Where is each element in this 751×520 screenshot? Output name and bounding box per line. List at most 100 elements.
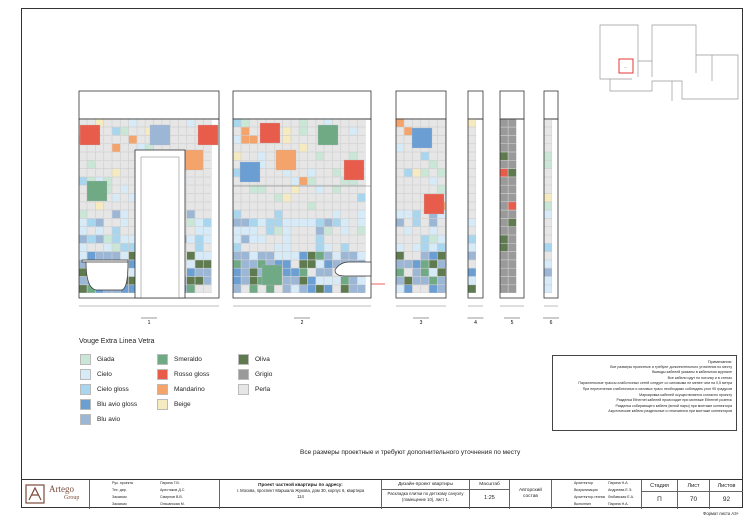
tile (195, 251, 204, 260)
tile (112, 127, 121, 136)
tile (78, 251, 88, 260)
tile (315, 276, 325, 285)
legend-item: Giada (80, 354, 114, 365)
tile (315, 193, 325, 202)
tile (332, 193, 341, 202)
tile (508, 135, 517, 144)
tile (103, 143, 112, 152)
tile (290, 259, 300, 269)
tile (340, 218, 349, 227)
tile (178, 135, 187, 144)
legend-label: Blu avio gloss (97, 401, 138, 408)
tile (266, 185, 275, 194)
tile (404, 251, 413, 260)
sheet-cell: Лист 70 (678, 480, 710, 509)
tile (412, 251, 421, 260)
tile (266, 160, 275, 169)
author-role: Выполнил (574, 502, 592, 506)
tile (340, 235, 349, 244)
wall-niche (334, 261, 372, 277)
tile (437, 276, 446, 285)
tile (324, 235, 333, 244)
accent-tile (86, 180, 108, 202)
tile (499, 176, 509, 186)
tile (95, 251, 104, 260)
tile (274, 176, 283, 186)
tile (95, 226, 104, 235)
tile (249, 251, 258, 260)
tile (299, 193, 308, 202)
tile (467, 201, 477, 211)
tile (543, 235, 553, 244)
tile (508, 243, 517, 252)
tile (395, 201, 405, 211)
author-role: Архитектор (574, 481, 593, 485)
tile (299, 268, 308, 277)
accent-tile (259, 122, 281, 144)
tile (395, 118, 405, 128)
tile (508, 185, 517, 194)
tile (508, 268, 517, 277)
tile (315, 210, 325, 219)
tile (324, 243, 333, 252)
tile (395, 135, 405, 144)
tile (195, 259, 204, 269)
tile (420, 268, 429, 277)
tile (203, 168, 212, 177)
tile (128, 135, 137, 144)
elevation-ceiling-band (499, 90, 525, 120)
tile (120, 160, 129, 169)
tile (299, 201, 308, 211)
tile (332, 243, 341, 252)
project-address: г. Москва, проспект Маршала Жукова, дом … (236, 488, 365, 499)
tile (340, 251, 349, 260)
tile (508, 210, 517, 219)
tile (249, 118, 258, 128)
author-name: Любавская Е.А. (608, 495, 635, 499)
tile (266, 235, 275, 244)
tile (241, 226, 250, 235)
tile (340, 143, 349, 152)
tile (78, 235, 88, 244)
tile (186, 268, 195, 277)
tile (186, 235, 195, 244)
tile (112, 185, 121, 194)
tile (340, 127, 349, 136)
tile (257, 185, 266, 194)
tile (232, 143, 242, 152)
tile (420, 276, 429, 285)
tile (404, 152, 413, 161)
tile (324, 251, 333, 260)
tile (78, 218, 88, 227)
accent-tile (343, 159, 365, 181)
tile (429, 218, 438, 227)
tile (299, 152, 308, 161)
legend-label: Smeraldo (174, 356, 202, 363)
tile (249, 185, 258, 194)
tile (508, 168, 517, 177)
role-name: Смирнов В.В. (160, 495, 183, 499)
elevation-number: 1 (148, 320, 151, 326)
tile (257, 193, 266, 202)
tile (412, 210, 421, 219)
elevation-wall-outline (395, 118, 447, 299)
tile (241, 185, 250, 194)
stage-value: П (657, 496, 662, 503)
tile (437, 176, 446, 186)
tile (299, 135, 308, 144)
legend-item: Blu avio gloss (80, 399, 137, 410)
tile (307, 127, 316, 136)
tile (95, 243, 104, 252)
tile (307, 193, 316, 202)
tile (420, 251, 429, 260)
tile (241, 235, 250, 244)
tile (203, 160, 212, 169)
svg-text:→: → (623, 64, 627, 69)
tile (249, 259, 258, 269)
tile (499, 118, 509, 128)
tile (78, 193, 88, 202)
tile (120, 218, 129, 227)
tile (299, 284, 308, 294)
tile (87, 235, 96, 244)
